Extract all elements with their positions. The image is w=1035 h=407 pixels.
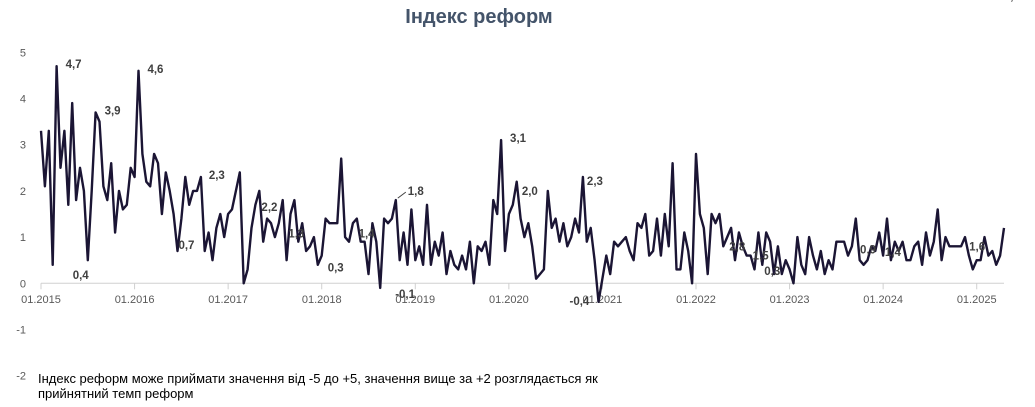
data-label: 1,6	[969, 241, 985, 253]
x-tick-label: 01.2024	[863, 294, 903, 306]
data-label: 3,9	[105, 105, 121, 117]
data-label: 0,3	[764, 266, 780, 278]
chart-title: Індекс реформ	[405, 6, 553, 28]
x-tick-label: 01.2019	[395, 294, 435, 306]
y-tick-label: 1	[20, 232, 26, 244]
data-label: 0,4	[73, 270, 90, 282]
data-label: 0,9	[860, 245, 876, 257]
data-label: 1,3	[288, 229, 304, 241]
data-label: 2,8	[729, 241, 746, 253]
data-label: 2,2	[261, 202, 277, 214]
y-tick-label: -1	[16, 325, 26, 337]
data-label: 1,8	[408, 186, 425, 198]
data-label: 4,7	[66, 59, 82, 71]
data-label: 1,2	[1033, 0, 1035, 3]
x-tick-label: 01.2017	[208, 294, 248, 306]
y-tick-label: 0	[20, 278, 26, 290]
series-line	[39, 64, 1006, 303]
series-group	[39, 64, 1006, 303]
data-label: 0,3	[328, 263, 344, 275]
label-leader-line	[397, 191, 407, 199]
data-label: 3,1	[510, 133, 527, 145]
data-label: 1,4	[359, 229, 376, 241]
y-axis: -2 -1 0 1 2 3 4 5	[16, 47, 26, 382]
x-tick-label: 01.2016	[115, 294, 155, 306]
x-tick-label: 01.2020	[489, 294, 529, 306]
x-tick-label: 01.2015	[21, 294, 61, 306]
data-label: 2,0	[522, 186, 538, 198]
x-tick-label: 01.2018	[302, 294, 342, 306]
data-label: -0,4	[570, 296, 590, 308]
data-label: 2,3	[209, 170, 225, 182]
x-tick-label: 01.2022	[676, 294, 716, 306]
data-label: 1,5	[753, 251, 770, 263]
y-tick-label: 5	[20, 47, 26, 59]
x-tick-label: 01.2025	[957, 294, 997, 306]
x-tick-label: 01.2021	[583, 294, 623, 306]
data-label: 0,7	[178, 240, 194, 252]
chart-note: Індекс реформ може приймати значення від…	[38, 371, 598, 401]
data-label: 2,3	[587, 176, 603, 188]
y-tick-label: -2	[16, 371, 26, 383]
data-label: 4,6	[147, 64, 163, 76]
x-tick-label: 01.2023	[770, 294, 810, 306]
y-tick-label: 2	[20, 186, 26, 198]
data-label: 1,4	[885, 247, 902, 259]
data-label: 1,0	[1004, 0, 1020, 3]
data-labels: 4,7 0,4 3,9 4,6 0,7 2,3 2,2 1,3 0,3 1,4 -0,1 1,8 3,1…	[66, 0, 1035, 308]
y-tick-label: 4	[20, 94, 26, 106]
x-axis: 01.2015 01.2016 01.2017 01.2018 01.2019 01.20…	[21, 282, 1004, 306]
y-tick-label: 3	[20, 140, 26, 152]
data-label: -0,1	[395, 289, 415, 301]
